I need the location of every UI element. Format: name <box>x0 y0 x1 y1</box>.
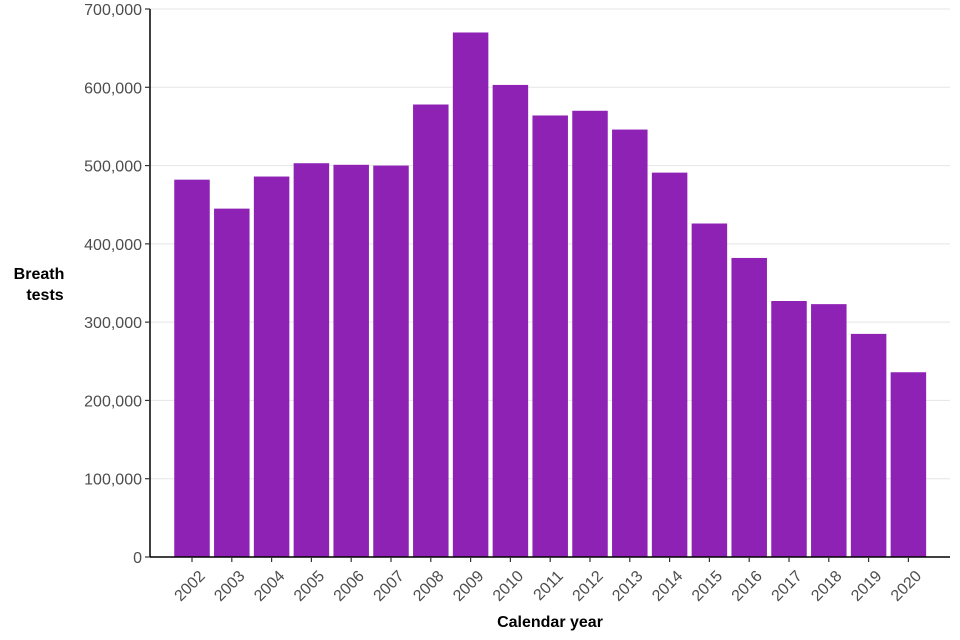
bar-2007 <box>373 165 409 558</box>
x-tick-label: 2011 <box>531 568 567 604</box>
y-tick-label: 600,000 <box>84 80 142 97</box>
x-tick-label: 2013 <box>609 568 646 605</box>
y-axis-title-line-2: tests <box>26 287 63 304</box>
x-tick-label: 2005 <box>291 568 328 605</box>
x-tick-label: 2020 <box>888 568 925 605</box>
bar-2010 <box>492 84 529 558</box>
bar-2017 <box>771 301 807 557</box>
x-tick-label: 2006 <box>331 568 368 605</box>
x-tick-label: 2012 <box>570 568 607 605</box>
bar-2002 <box>174 179 210 558</box>
x-tick-label: 2015 <box>689 568 726 605</box>
y-tick-label: 100,000 <box>84 472 142 489</box>
x-tick-label: 2014 <box>649 568 686 605</box>
bar-2012 <box>572 110 608 558</box>
bar-2020 <box>890 372 927 557</box>
y-tick-label: 300,000 <box>84 315 142 332</box>
y-tick-label: 200,000 <box>84 393 142 410</box>
y-axis-title-line-1: Breath <box>14 266 65 283</box>
bar-2003 <box>214 208 250 557</box>
bar-2018 <box>811 304 847 557</box>
bar-2011 <box>532 115 568 558</box>
bar-2005 <box>293 163 330 558</box>
bar-2004 <box>253 176 290 557</box>
bar-2019 <box>850 333 887 557</box>
x-tick-labels: 2002 2003 2004 2005 2006 2007 2008 2009 2010 2011… <box>172 557 925 605</box>
x-axis-title: Calendar year <box>497 614 603 631</box>
bar-2008 <box>413 104 449 557</box>
x-tick-label: 2016 <box>729 568 766 605</box>
x-tick-label: 2018 <box>808 568 845 605</box>
x-tick-label: 2010 <box>490 568 527 605</box>
y-tick-label: 500,000 <box>84 159 142 176</box>
bar-2015 <box>691 223 728 557</box>
bar-2013 <box>612 129 648 557</box>
x-tick-label: 2009 <box>450 568 487 605</box>
bars <box>174 32 927 558</box>
x-tick-label: 2004 <box>251 568 288 605</box>
bar-2014 <box>651 172 688 558</box>
bar-2006 <box>333 164 369 557</box>
bar-2009 <box>452 32 489 557</box>
x-tick-label: 2019 <box>848 568 885 605</box>
bar-2016 <box>731 257 767 557</box>
y-tick-label: 700,000 <box>84 2 142 19</box>
x-tick-label: 2007 <box>371 568 408 605</box>
x-tick-label: 2008 <box>410 568 447 605</box>
y-tick-label: 0 <box>133 550 142 567</box>
y-tick-label: 400,000 <box>84 237 142 254</box>
x-tick-label: 2003 <box>211 568 248 605</box>
y-tick-labels: 0 100,000 200,000 300,000 400,000 500,000 600,… <box>84 2 150 567</box>
x-tick-label: 2002 <box>172 568 209 605</box>
x-tick-label: 2017 <box>769 568 806 605</box>
